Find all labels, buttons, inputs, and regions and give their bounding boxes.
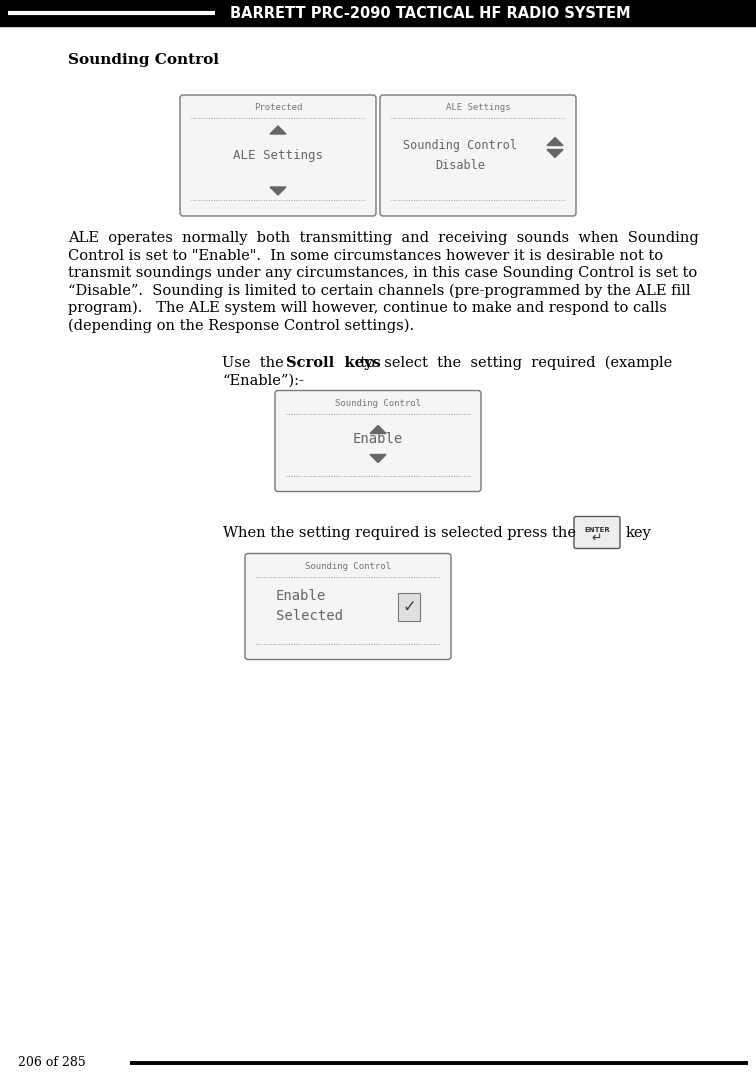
Text: program).   The ALE system will however, continue to make and respond to calls: program). The ALE system will however, c… [68,301,667,315]
FancyBboxPatch shape [574,517,620,548]
Text: to  select  the  setting  required  (example: to select the setting required (example [352,356,673,370]
FancyBboxPatch shape [180,95,376,216]
Text: transmit soundings under any circumstances, in this case Sounding Control is set: transmit soundings under any circumstanc… [68,266,697,280]
FancyBboxPatch shape [275,391,481,492]
Text: Enable: Enable [353,432,403,446]
Text: ALE  operates  normally  both  transmitting  and  receiving  sounds  when  Sound: ALE operates normally both transmitting … [68,231,699,245]
Text: Control is set to "Enable".  In some circumstances however it is desirable not t: Control is set to "Enable". In some circ… [68,248,663,262]
Bar [0,0,756,26]
Text: Sounding Control: Sounding Control [68,53,219,67]
Text: (depending on the Response Control settings).: (depending on the Response Control setti… [68,318,414,332]
Text: Sounding Control: Sounding Control [335,399,421,408]
Polygon shape [370,455,386,462]
Text: Disable: Disable [435,159,485,172]
Text: “Enable”):-: “Enable”):- [222,374,304,388]
Text: ↵: ↵ [592,532,603,545]
Polygon shape [547,149,563,157]
Text: Use  the: Use the [222,356,293,370]
Polygon shape [270,126,286,134]
Text: Protected: Protected [254,104,302,113]
FancyBboxPatch shape [245,553,451,660]
Polygon shape [270,187,286,195]
Text: ALE Settings: ALE Settings [446,104,510,113]
Text: ALE Settings: ALE Settings [233,149,323,162]
Polygon shape [370,426,386,433]
Polygon shape [547,138,563,145]
Text: BARRETT PRC-2090 TACTICAL HF RADIO SYSTEM: BARRETT PRC-2090 TACTICAL HF RADIO SYSTE… [230,5,631,21]
Text: Sounding Control: Sounding Control [305,562,391,571]
Text: Selected: Selected [276,610,343,624]
Text: key: key [626,525,652,539]
Text: Scroll  keys: Scroll keys [286,356,381,370]
Text: ✓: ✓ [402,598,416,615]
Text: Sounding Control: Sounding Control [403,139,517,152]
Text: When the setting required is selected press the: When the setting required is selected pr… [223,525,576,539]
Text: “Disable”.  Sounding is limited to certain channels (pre-programmed by the ALE f: “Disable”. Sounding is limited to certai… [68,284,690,298]
Text: 206 of 285: 206 of 285 [18,1057,85,1070]
Text: Enable: Enable [276,589,327,603]
Text: ENTER: ENTER [584,527,610,534]
FancyBboxPatch shape [380,95,576,216]
Bar [398,592,420,621]
